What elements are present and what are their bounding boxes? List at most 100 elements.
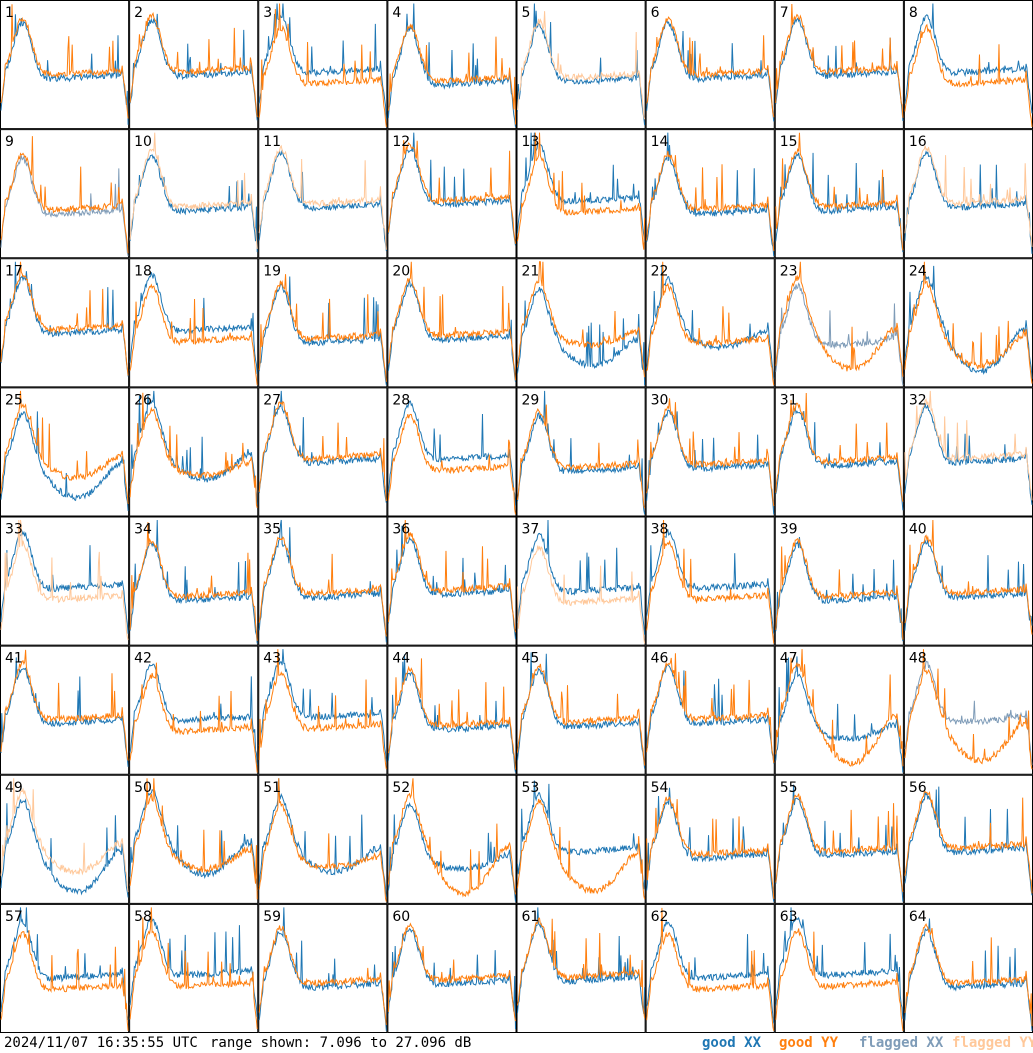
panel-label: 19 (263, 263, 281, 279)
panel-label: 60 (392, 909, 410, 925)
panel-label: 43 (263, 651, 281, 667)
panel-label: 64 (909, 909, 927, 925)
series-xx-line (775, 907, 904, 1019)
series-xx-line (904, 402, 1033, 505)
series-xx-line (387, 279, 516, 382)
series-xx-line (775, 152, 904, 253)
series-xx-line (646, 19, 775, 122)
panel-38: 38 (645, 516, 775, 646)
panel-label: 45 (522, 651, 540, 667)
panel-15: 15 (774, 129, 904, 259)
panel-19: 19 (258, 258, 388, 388)
panel-5: 5 (516, 0, 646, 130)
series-yy-line (258, 536, 387, 637)
series-xx-line (0, 261, 129, 377)
series-xx-line (517, 287, 646, 386)
panel-frame (645, 774, 775, 904)
series-xx-line (387, 3, 516, 127)
series-yy-line (258, 144, 387, 250)
panel-29: 29 (516, 387, 646, 517)
panel-frame (903, 0, 1033, 130)
panel-64: 64 (903, 903, 1033, 1033)
panel-label: 51 (263, 780, 281, 796)
panel-33: 33 (0, 516, 130, 646)
panel-16: 16 (903, 129, 1033, 259)
panel-label: 17 (5, 263, 23, 279)
panel-frame (903, 903, 1033, 1033)
panel-frame (516, 774, 646, 904)
series-yy-line (904, 519, 1033, 635)
series-yy-line (0, 4, 129, 119)
panel-frame (645, 516, 775, 646)
series-xx-line (387, 525, 516, 640)
series-xx-line (0, 530, 129, 634)
series-xx-line (258, 519, 387, 643)
panel-47: 47 (774, 645, 904, 775)
series-xx-line (387, 400, 516, 506)
panel-label: 41 (5, 651, 23, 667)
panel-label: 61 (522, 909, 540, 925)
panel-label: 15 (780, 134, 798, 150)
series-yy-line (387, 519, 516, 633)
series-yy-line (775, 537, 904, 640)
series-xx-line (775, 282, 904, 386)
panel-42: 42 (129, 645, 259, 775)
legend-flagged-yy: flagged YY (952, 1035, 1033, 1051)
series-xx-line (775, 17, 904, 121)
series-yy-line (387, 23, 516, 125)
panel-label: 7 (780, 5, 789, 21)
panel-55: 55 (774, 774, 904, 904)
panel-label: 1 (5, 5, 14, 21)
panel-label: 63 (780, 909, 798, 925)
series-yy-line (129, 662, 258, 773)
panel-label: 39 (780, 522, 798, 538)
series-xx-line (904, 918, 1033, 1031)
series-yy-line (258, 400, 387, 502)
panel-30: 30 (645, 387, 775, 517)
series-yy-line (904, 923, 1033, 1027)
series-yy-line (129, 778, 258, 900)
panel-label: 18 (134, 263, 152, 279)
series-yy-line (517, 545, 646, 644)
panel-label: 14 (651, 134, 669, 150)
series-xx-line (517, 390, 646, 515)
panel-34: 34 (129, 516, 259, 646)
series-xx-line (904, 786, 1033, 896)
series-yy-line (129, 12, 258, 118)
panel-37: 37 (516, 516, 646, 646)
panel-8: 8 (903, 0, 1033, 130)
panel-label: 55 (780, 780, 798, 796)
panel-label: 29 (522, 392, 540, 408)
panel-48: 48 (903, 645, 1033, 775)
panel-frame (645, 645, 775, 775)
series-xx-line (904, 660, 1033, 765)
series-xx-line (258, 149, 387, 252)
series-xx-line (0, 907, 129, 1021)
series-yy-line (775, 132, 904, 251)
panel-label: 8 (909, 5, 918, 21)
series-yy-line (129, 132, 258, 249)
panel-label: 16 (909, 134, 927, 150)
series-yy-line (387, 778, 516, 898)
panel-label: 24 (909, 263, 927, 279)
series-xx-line (904, 3, 1033, 114)
panel-label: 3 (263, 5, 272, 21)
series-yy-line (904, 145, 1033, 248)
panel-frame (258, 387, 388, 517)
panel-frame (387, 387, 517, 517)
panel-label: 4 (392, 5, 401, 21)
panel-56: 56 (903, 774, 1033, 904)
series-yy-line (388, 261, 516, 381)
series-xx-line (775, 784, 904, 902)
panel-32: 32 (903, 387, 1033, 517)
panel-10: 10 (129, 129, 259, 259)
panel-label: 36 (392, 522, 410, 538)
series-xx-line (387, 132, 516, 246)
panel-frame (645, 387, 775, 517)
series-yy-line (517, 798, 646, 900)
panel-46: 46 (645, 645, 775, 775)
panel-label: 37 (522, 522, 540, 538)
panel-label: 21 (522, 263, 540, 279)
series-xx-line (904, 539, 1033, 631)
series-yy-line (646, 398, 775, 507)
